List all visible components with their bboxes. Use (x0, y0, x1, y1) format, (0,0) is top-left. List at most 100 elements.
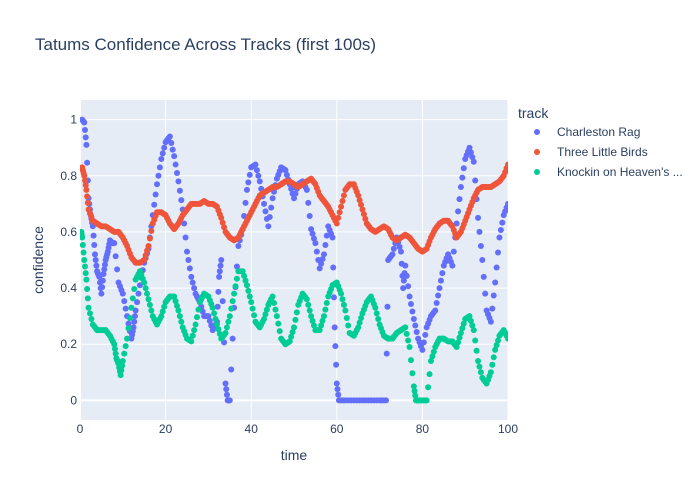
data-point (475, 214, 482, 221)
data-point (322, 242, 329, 249)
data-point (400, 285, 407, 292)
data-point (320, 313, 327, 320)
data-point (439, 270, 446, 277)
data-point (83, 276, 90, 283)
data-point (406, 293, 413, 300)
legend-item[interactable]: Knockin on Heaven's ... (534, 165, 683, 179)
legend-label: Three Little Birds (557, 145, 648, 159)
data-point (81, 172, 88, 179)
data-point (228, 305, 235, 312)
data-point (172, 298, 179, 305)
data-point (212, 315, 219, 322)
x-tick-label: 20 (159, 422, 173, 436)
legend-item[interactable]: Charleston Rag (534, 125, 640, 139)
data-point (82, 182, 89, 189)
data-point (430, 348, 437, 355)
data-point (262, 311, 269, 318)
data-point (91, 251, 98, 258)
data-point (319, 317, 326, 324)
data-point (470, 327, 477, 334)
legend-item[interactable]: Three Little Birds (534, 145, 648, 159)
data-point (334, 386, 341, 393)
data-point (98, 290, 105, 297)
data-point (490, 354, 497, 361)
legend-label: Charleston Rag (557, 125, 640, 139)
data-point (81, 263, 88, 270)
data-point (457, 329, 464, 336)
data-point (460, 165, 467, 172)
data-point (355, 324, 362, 331)
data-point (225, 318, 232, 325)
data-point (99, 284, 106, 291)
data-point (182, 234, 189, 241)
data-point (330, 264, 337, 271)
data-point (476, 228, 483, 235)
data-point (229, 335, 236, 342)
data-point (185, 257, 192, 263)
data-point (457, 184, 464, 191)
data-point (168, 140, 175, 147)
data-point (316, 265, 323, 272)
data-point (477, 242, 484, 249)
data-point (158, 313, 165, 320)
data-point (476, 363, 483, 370)
data-point (233, 263, 240, 270)
data-point (402, 324, 409, 331)
data-point (184, 248, 190, 255)
data-point (335, 214, 342, 221)
data-point (489, 305, 496, 312)
data-point (345, 322, 352, 329)
data-point (223, 391, 230, 398)
data-point (84, 193, 91, 200)
data-point (136, 282, 143, 289)
data-point (283, 171, 290, 178)
data-point (453, 344, 460, 351)
data-point (124, 335, 131, 342)
data-point (131, 318, 138, 325)
legend-label: Knockin on Heaven's ... (557, 165, 683, 179)
data-point (396, 243, 403, 250)
data-point (80, 249, 87, 256)
data-point (132, 307, 139, 314)
legend-marker (534, 149, 540, 155)
data-point (266, 213, 273, 220)
data-point (291, 324, 297, 331)
legend-marker (534, 169, 540, 175)
data-point (178, 197, 185, 204)
data-point (459, 325, 466, 332)
series-2 (80, 228, 508, 404)
data-point (495, 337, 502, 344)
data-point (412, 322, 419, 329)
x-tick-labels: 0 20 40 60 80 100 (77, 422, 519, 436)
data-point (487, 369, 494, 376)
data-point (338, 290, 345, 297)
data-point (131, 313, 138, 320)
data-point (505, 335, 508, 342)
data-point (86, 310, 93, 317)
data-point (469, 322, 476, 329)
data-point (269, 293, 276, 300)
data-point (178, 318, 185, 325)
data-point (93, 262, 100, 269)
data-point (477, 369, 484, 376)
data-point (141, 279, 148, 286)
data-point (176, 313, 183, 320)
data-point (262, 208, 269, 215)
legend[interactable]: track Charleston Rag Three Little Birds Kn… (518, 105, 683, 179)
data-point (256, 178, 263, 185)
data-point (422, 331, 429, 338)
data-point (114, 266, 121, 273)
data-point (437, 277, 444, 284)
data-point (358, 315, 365, 322)
data-point (411, 387, 418, 394)
data-point (141, 257, 148, 263)
data-point (261, 315, 268, 322)
data-point (336, 209, 343, 216)
data-point (83, 141, 90, 148)
data-point (146, 301, 153, 308)
data-point (261, 200, 268, 207)
data-point (148, 227, 155, 234)
data-point (313, 248, 320, 255)
data-point (195, 306, 202, 313)
data-point (456, 196, 463, 203)
